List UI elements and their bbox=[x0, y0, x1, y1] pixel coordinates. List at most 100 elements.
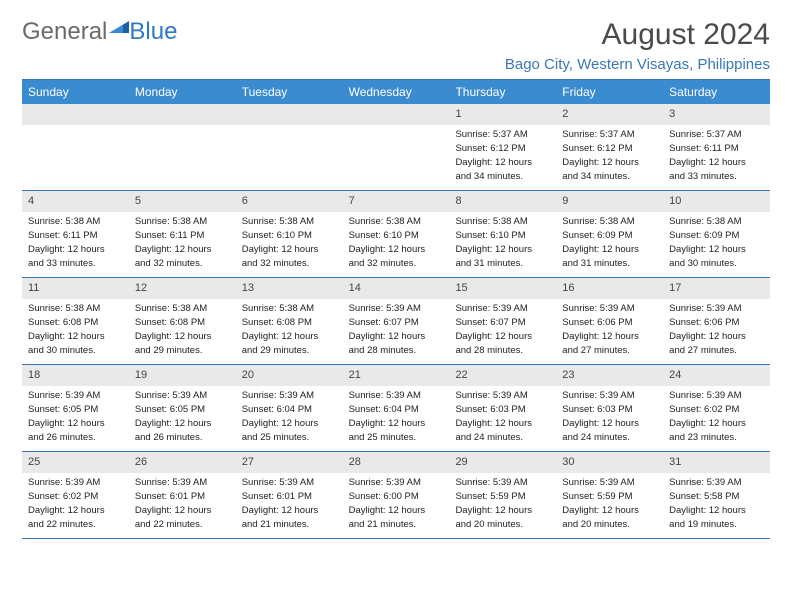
sunset-text: Sunset: 6:10 PM bbox=[242, 230, 337, 244]
day-number: 25 bbox=[22, 452, 129, 473]
sunset-text: Sunset: 6:02 PM bbox=[28, 491, 123, 505]
sunset-text: Sunset: 6:11 PM bbox=[28, 230, 123, 244]
day-cell: 22Sunrise: 5:39 AMSunset: 6:03 PMDayligh… bbox=[449, 365, 556, 451]
sunset-text: Sunset: 6:08 PM bbox=[28, 317, 123, 331]
weekday-header: Wednesday bbox=[343, 80, 450, 104]
day-cell: 12Sunrise: 5:38 AMSunset: 6:08 PMDayligh… bbox=[129, 278, 236, 364]
page-title: August 2024 bbox=[505, 18, 770, 52]
day-details: Sunrise: 5:39 AMSunset: 6:06 PMDaylight:… bbox=[663, 299, 770, 362]
day-number: 4 bbox=[22, 191, 129, 212]
sunrise-text: Sunrise: 5:38 AM bbox=[242, 303, 337, 317]
day-details: Sunrise: 5:39 AMSunset: 6:04 PMDaylight:… bbox=[343, 386, 450, 449]
day-cell: 29Sunrise: 5:39 AMSunset: 5:59 PMDayligh… bbox=[449, 452, 556, 538]
sunrise-text: Sunrise: 5:38 AM bbox=[135, 216, 230, 230]
day-number: 29 bbox=[449, 452, 556, 473]
empty-cell bbox=[129, 104, 236, 190]
daylight-text-1: Daylight: 12 hours bbox=[455, 417, 550, 431]
logo-icon bbox=[109, 12, 129, 40]
header: General Blue August 2024 Bago City, West… bbox=[22, 18, 770, 73]
day-details: Sunrise: 5:39 AMSunset: 6:04 PMDaylight:… bbox=[236, 386, 343, 449]
daylight-text-1: Daylight: 12 hours bbox=[242, 243, 337, 257]
sunrise-text: Sunrise: 5:37 AM bbox=[455, 129, 550, 143]
week-row: 1Sunrise: 5:37 AMSunset: 6:12 PMDaylight… bbox=[22, 104, 770, 191]
daylight-text-1: Daylight: 12 hours bbox=[349, 504, 444, 518]
sunset-text: Sunset: 6:04 PM bbox=[349, 404, 444, 418]
day-details: Sunrise: 5:39 AMSunset: 6:07 PMDaylight:… bbox=[343, 299, 450, 362]
daylight-text-1: Daylight: 12 hours bbox=[242, 504, 337, 518]
sunset-text: Sunset: 6:06 PM bbox=[562, 317, 657, 331]
sunrise-text: Sunrise: 5:39 AM bbox=[669, 303, 764, 317]
daylight-text-1: Daylight: 12 hours bbox=[242, 330, 337, 344]
empty-day-number bbox=[343, 104, 450, 125]
daylight-text-2: and 19 minutes. bbox=[669, 518, 764, 532]
daylight-text-2: and 25 minutes. bbox=[349, 431, 444, 445]
sunset-text: Sunset: 6:07 PM bbox=[455, 317, 550, 331]
empty-cell bbox=[22, 104, 129, 190]
daylight-text-1: Daylight: 12 hours bbox=[669, 156, 764, 170]
daylight-text-1: Daylight: 12 hours bbox=[669, 417, 764, 431]
daylight-text-2: and 33 minutes. bbox=[28, 257, 123, 271]
day-details: Sunrise: 5:38 AMSunset: 6:08 PMDaylight:… bbox=[129, 299, 236, 362]
daylight-text-1: Daylight: 12 hours bbox=[455, 156, 550, 170]
daylight-text-1: Daylight: 12 hours bbox=[455, 243, 550, 257]
sunrise-text: Sunrise: 5:38 AM bbox=[28, 303, 123, 317]
daylight-text-1: Daylight: 12 hours bbox=[455, 504, 550, 518]
weekday-header: Sunday bbox=[22, 80, 129, 104]
sunrise-text: Sunrise: 5:38 AM bbox=[349, 216, 444, 230]
day-details: Sunrise: 5:37 AMSunset: 6:12 PMDaylight:… bbox=[556, 125, 663, 188]
sunset-text: Sunset: 5:58 PM bbox=[669, 491, 764, 505]
daylight-text-1: Daylight: 12 hours bbox=[562, 417, 657, 431]
week-row: 25Sunrise: 5:39 AMSunset: 6:02 PMDayligh… bbox=[22, 452, 770, 539]
daylight-text-2: and 27 minutes. bbox=[669, 344, 764, 358]
day-details: Sunrise: 5:38 AMSunset: 6:11 PMDaylight:… bbox=[22, 212, 129, 275]
day-number: 17 bbox=[663, 278, 770, 299]
sunset-text: Sunset: 6:08 PM bbox=[135, 317, 230, 331]
sunset-text: Sunset: 6:08 PM bbox=[242, 317, 337, 331]
daylight-text-1: Daylight: 12 hours bbox=[349, 417, 444, 431]
day-details: Sunrise: 5:39 AMSunset: 6:03 PMDaylight:… bbox=[449, 386, 556, 449]
day-number: 30 bbox=[556, 452, 663, 473]
day-number: 23 bbox=[556, 365, 663, 386]
day-details: Sunrise: 5:38 AMSunset: 6:08 PMDaylight:… bbox=[22, 299, 129, 362]
day-details: Sunrise: 5:39 AMSunset: 6:05 PMDaylight:… bbox=[22, 386, 129, 449]
sunrise-text: Sunrise: 5:39 AM bbox=[349, 477, 444, 491]
daylight-text-1: Daylight: 12 hours bbox=[349, 330, 444, 344]
sunset-text: Sunset: 6:11 PM bbox=[669, 143, 764, 157]
sunset-text: Sunset: 6:03 PM bbox=[455, 404, 550, 418]
day-number: 21 bbox=[343, 365, 450, 386]
day-cell: 4Sunrise: 5:38 AMSunset: 6:11 PMDaylight… bbox=[22, 191, 129, 277]
day-cell: 1Sunrise: 5:37 AMSunset: 6:12 PMDaylight… bbox=[449, 104, 556, 190]
daylight-text-2: and 34 minutes. bbox=[455, 170, 550, 184]
day-number: 10 bbox=[663, 191, 770, 212]
day-cell: 16Sunrise: 5:39 AMSunset: 6:06 PMDayligh… bbox=[556, 278, 663, 364]
day-number: 6 bbox=[236, 191, 343, 212]
day-cell: 19Sunrise: 5:39 AMSunset: 6:05 PMDayligh… bbox=[129, 365, 236, 451]
weekday-header-row: SundayMondayTuesdayWednesdayThursdayFrid… bbox=[22, 80, 770, 104]
day-number: 27 bbox=[236, 452, 343, 473]
day-cell: 15Sunrise: 5:39 AMSunset: 6:07 PMDayligh… bbox=[449, 278, 556, 364]
day-cell: 8Sunrise: 5:38 AMSunset: 6:10 PMDaylight… bbox=[449, 191, 556, 277]
sunset-text: Sunset: 5:59 PM bbox=[562, 491, 657, 505]
calendar: SundayMondayTuesdayWednesdayThursdayFrid… bbox=[22, 79, 770, 539]
daylight-text-2: and 32 minutes. bbox=[349, 257, 444, 271]
daylight-text-1: Daylight: 12 hours bbox=[562, 330, 657, 344]
sunrise-text: Sunrise: 5:38 AM bbox=[455, 216, 550, 230]
daylight-text-2: and 30 minutes. bbox=[28, 344, 123, 358]
day-number: 26 bbox=[129, 452, 236, 473]
day-cell: 9Sunrise: 5:38 AMSunset: 6:09 PMDaylight… bbox=[556, 191, 663, 277]
day-details: Sunrise: 5:38 AMSunset: 6:10 PMDaylight:… bbox=[449, 212, 556, 275]
sunrise-text: Sunrise: 5:39 AM bbox=[28, 477, 123, 491]
sunset-text: Sunset: 6:10 PM bbox=[349, 230, 444, 244]
sunrise-text: Sunrise: 5:39 AM bbox=[562, 390, 657, 404]
sunrise-text: Sunrise: 5:39 AM bbox=[242, 477, 337, 491]
day-number: 13 bbox=[236, 278, 343, 299]
daylight-text-1: Daylight: 12 hours bbox=[242, 417, 337, 431]
sunset-text: Sunset: 6:00 PM bbox=[349, 491, 444, 505]
daylight-text-1: Daylight: 12 hours bbox=[455, 330, 550, 344]
weekday-header: Thursday bbox=[449, 80, 556, 104]
day-details: Sunrise: 5:37 AMSunset: 6:11 PMDaylight:… bbox=[663, 125, 770, 188]
day-number: 5 bbox=[129, 191, 236, 212]
day-cell: 26Sunrise: 5:39 AMSunset: 6:01 PMDayligh… bbox=[129, 452, 236, 538]
sunset-text: Sunset: 6:01 PM bbox=[242, 491, 337, 505]
daylight-text-1: Daylight: 12 hours bbox=[669, 504, 764, 518]
